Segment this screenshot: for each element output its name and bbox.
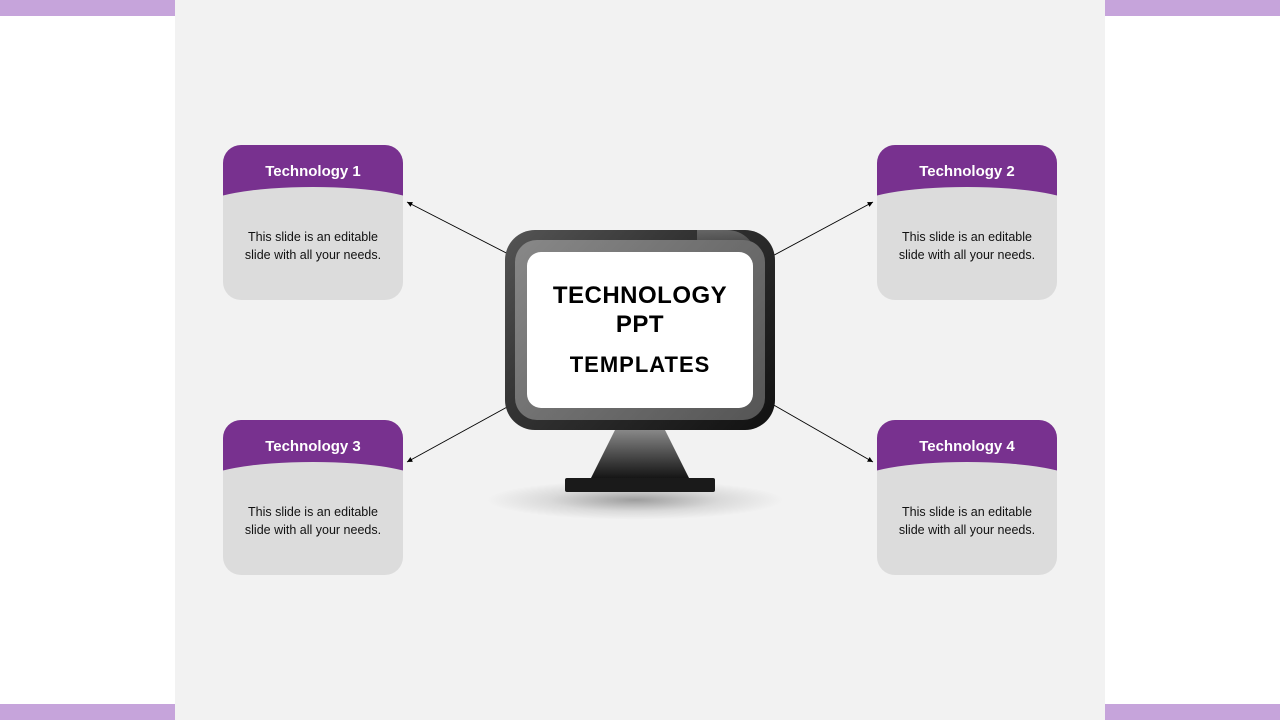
card-tech4: Technology 4This slide is an editable sl… (877, 420, 1057, 575)
center-title-line2: TEMPLATES (570, 352, 711, 378)
connector-tech2 (765, 202, 873, 260)
card-title: Technology 1 (265, 163, 361, 180)
card-tech2: Technology 2This slide is an editable sl… (877, 145, 1057, 300)
card-tech1: Technology 1This slide is an editable sl… (223, 145, 403, 300)
card-header-tech1: Technology 1 (223, 145, 403, 207)
card-header-curve (877, 462, 1057, 502)
monitor-stand-base (565, 478, 715, 492)
connector-tech3 (407, 400, 520, 462)
corner-bar-top-left (0, 0, 175, 16)
center-monitor: TECHNOLOGY PPT TEMPLATES (505, 230, 775, 430)
card-header-curve (223, 462, 403, 502)
connector-tech4 (765, 400, 873, 462)
monitor-stand-neck (590, 430, 690, 480)
monitor-bezel-outer: TECHNOLOGY PPT TEMPLATES (505, 230, 775, 430)
center-title-line1: TECHNOLOGY PPT (527, 282, 753, 340)
card-title: Technology 4 (919, 438, 1015, 455)
card-tech3: Technology 3This slide is an editable sl… (223, 420, 403, 575)
card-title: Technology 3 (265, 438, 361, 455)
card-header-tech4: Technology 4 (877, 420, 1057, 482)
slide-canvas: TECHNOLOGY PPT TEMPLATES Technology 1Thi… (175, 0, 1105, 720)
corner-bar-bottom-left (0, 704, 175, 720)
card-header-curve (877, 187, 1057, 227)
connector-tech1 (407, 202, 520, 260)
card-header-curve (223, 187, 403, 227)
card-header-tech3: Technology 3 (223, 420, 403, 482)
monitor-screen: TECHNOLOGY PPT TEMPLATES (527, 252, 753, 408)
corner-bar-bottom-right (1105, 704, 1280, 720)
corner-bar-top-right (1105, 0, 1280, 16)
card-title: Technology 2 (919, 163, 1015, 180)
card-header-tech2: Technology 2 (877, 145, 1057, 207)
